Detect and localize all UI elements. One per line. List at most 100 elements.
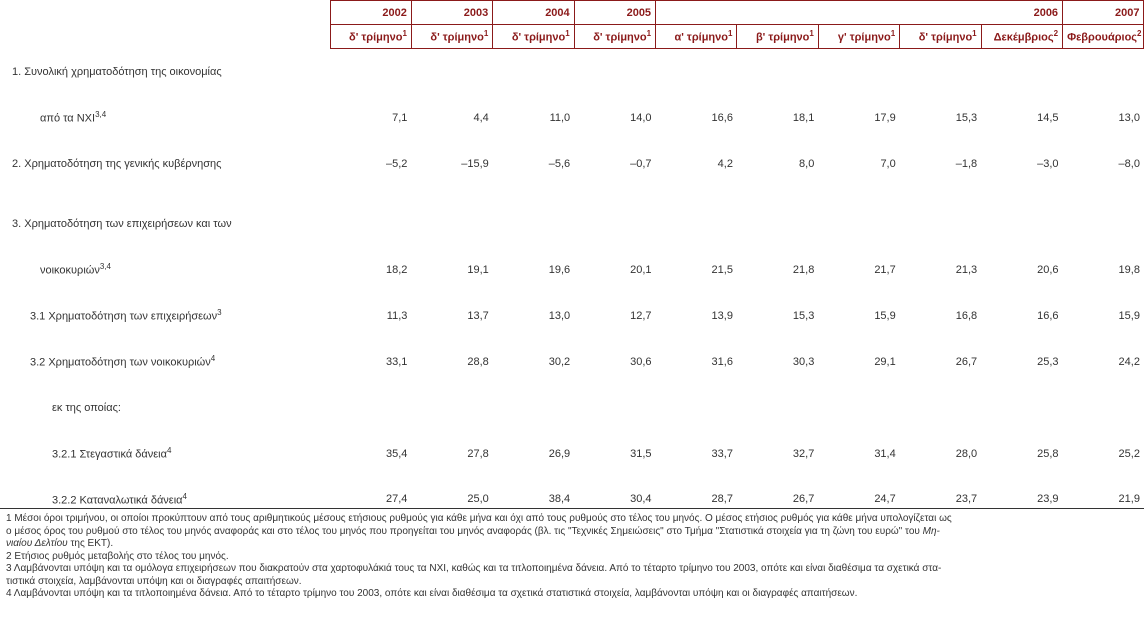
period-10: Φεβρουάριος2 — [1063, 25, 1144, 49]
year-2003: 2003 — [411, 1, 492, 25]
cell: 32,7 — [737, 445, 818, 463]
cell — [737, 215, 818, 233]
cell: 30,2 — [493, 353, 574, 371]
cell — [574, 399, 655, 417]
cell — [411, 399, 492, 417]
row-label: από τα ΝΧΙ3,4 — [0, 109, 330, 127]
cell — [737, 63, 818, 81]
cell: 28,7 — [656, 491, 737, 509]
cell: 24,7 — [818, 491, 899, 509]
cell: 11,3 — [330, 307, 411, 325]
cell — [900, 63, 981, 81]
cell: 8,0 — [737, 155, 818, 173]
table-row: 3.2.1 Στεγαστικά δάνεια435,427,826,931,5… — [0, 445, 1144, 463]
cell: 20,6 — [981, 261, 1062, 279]
row-label: 3.2.1 Στεγαστικά δάνεια4 — [0, 445, 330, 463]
cell — [493, 215, 574, 233]
footnote-2: 2 Ετήσιος ρυθμός μεταβολής στο τέλος του… — [6, 551, 1138, 564]
cell: 19,1 — [411, 261, 492, 279]
table-row: 3.1 Χρηματοδότηση των επιχειρήσεων311,31… — [0, 307, 1144, 325]
cell — [900, 399, 981, 417]
period-2: δ' τρίμηνο1 — [411, 25, 492, 49]
cell: 16,8 — [900, 307, 981, 325]
cell: 31,4 — [818, 445, 899, 463]
cell: 33,7 — [656, 445, 737, 463]
cell: 27,4 — [330, 491, 411, 509]
cell: 15,9 — [1063, 307, 1144, 325]
cell — [330, 399, 411, 417]
cell: 21,7 — [818, 261, 899, 279]
cell: 23,7 — [900, 491, 981, 509]
row-label: 3.1 Χρηματοδότηση των επιχειρήσεων3 — [0, 307, 330, 325]
cell: 15,9 — [818, 307, 899, 325]
period-9: Δεκέμβριος2 — [981, 25, 1062, 49]
cell: 33,1 — [330, 353, 411, 371]
cell: 21,5 — [656, 261, 737, 279]
year-2006: 2006 — [656, 1, 1063, 25]
cell — [493, 63, 574, 81]
year-2007: 2007 — [1063, 1, 1144, 25]
cell: 25,0 — [411, 491, 492, 509]
row-label: 2. Χρηματοδότηση της γενικής κυβέρνησης — [0, 155, 330, 173]
cell — [818, 63, 899, 81]
cell: 13,7 — [411, 307, 492, 325]
cell: 30,6 — [574, 353, 655, 371]
footnote-4: 4 Λαμβάνονται υπόψη και τα τιτλοποιημένα… — [6, 588, 1138, 601]
cell: 26,7 — [900, 353, 981, 371]
period-header-row: δ' τρίμηνο1 δ' τρίμηνο1 δ' τρίμηνο1 δ' τ… — [0, 25, 1144, 49]
cell — [330, 215, 411, 233]
table-row: 3.2.2 Καταναλωτικά δάνεια427,425,038,430… — [0, 491, 1144, 509]
table-row: νοικοκυριών3,418,219,119,620,121,521,821… — [0, 261, 1144, 279]
footnote-3b: τιστικά στοιχεία, λαμβάνονται υπόψη και … — [6, 576, 1138, 589]
year-2005: 2005 — [574, 1, 655, 25]
cell: 4,2 — [656, 155, 737, 173]
cell — [656, 399, 737, 417]
cell: 25,2 — [1063, 445, 1144, 463]
cell: 11,0 — [493, 109, 574, 127]
cell — [411, 215, 492, 233]
year-2004: 2004 — [493, 1, 574, 25]
footnote-1b: ο μέσος όρος του ρυθμού στο τέλος του μη… — [6, 526, 1138, 539]
cell: 21,8 — [737, 261, 818, 279]
cell: 21,9 — [1063, 491, 1144, 509]
cell — [574, 63, 655, 81]
cell: 7,1 — [330, 109, 411, 127]
period-4: δ' τρίμηνο1 — [574, 25, 655, 49]
cell: –8,0 — [1063, 155, 1144, 173]
cell: 12,7 — [574, 307, 655, 325]
cell — [656, 215, 737, 233]
cell: 30,3 — [737, 353, 818, 371]
cell: –0,7 — [574, 155, 655, 173]
cell — [574, 215, 655, 233]
data-table: 2002 2003 2004 2005 2006 2007 δ' τρίμηνο… — [0, 0, 1144, 509]
cell — [330, 63, 411, 81]
cell: 25,8 — [981, 445, 1062, 463]
cell: 16,6 — [981, 307, 1062, 325]
cell: 17,9 — [818, 109, 899, 127]
row-label: νοικοκυριών3,4 — [0, 261, 330, 279]
cell: 29,1 — [818, 353, 899, 371]
table-row: 1. Συνολική χρηματοδότηση της οικονομίας — [0, 63, 1144, 81]
cell — [900, 215, 981, 233]
cell — [818, 215, 899, 233]
cell — [1063, 215, 1144, 233]
cell: 20,1 — [574, 261, 655, 279]
cell — [493, 399, 574, 417]
period-3: δ' τρίμηνο1 — [493, 25, 574, 49]
cell: 15,3 — [737, 307, 818, 325]
cell: 24,2 — [1063, 353, 1144, 371]
cell: –15,9 — [411, 155, 492, 173]
cell: 38,4 — [493, 491, 574, 509]
cell: 13,0 — [1063, 109, 1144, 127]
cell: 14,5 — [981, 109, 1062, 127]
cell: 19,8 — [1063, 261, 1144, 279]
row-label: 1. Συνολική χρηματοδότηση της οικονομίας — [0, 63, 330, 81]
cell — [656, 63, 737, 81]
cell: 31,6 — [656, 353, 737, 371]
period-7: γ' τρίμηνο1 — [818, 25, 899, 49]
cell: 13,9 — [656, 307, 737, 325]
cell: 26,9 — [493, 445, 574, 463]
cell: 13,0 — [493, 307, 574, 325]
footnotes: 1 Μέσοι όροι τριμήνου, οι οποίοι προκύπτ… — [0, 509, 1144, 609]
cell: 4,4 — [411, 109, 492, 127]
